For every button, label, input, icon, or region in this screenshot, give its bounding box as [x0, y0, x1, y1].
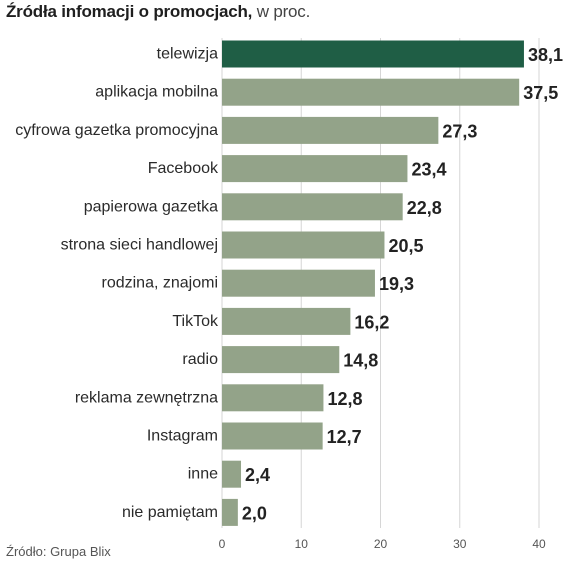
x-tick-label: 30 [453, 537, 467, 551]
x-tick-label: 20 [374, 537, 388, 551]
value-label: 23,4 [411, 160, 446, 180]
x-axis-ticks: 0 10 20 30 40 [219, 537, 546, 551]
bar [222, 422, 323, 450]
bar [222, 307, 351, 335]
category-label: Instagram [147, 428, 218, 445]
category-label: cyfrowa gazetka promocyjna [15, 122, 218, 139]
value-label: 12,8 [327, 389, 362, 409]
source-note: Źródło: Grupa Blix [6, 544, 111, 559]
category-label: rodzina, znajomi [102, 275, 219, 292]
value-label: 37,5 [523, 83, 558, 103]
bar [222, 40, 524, 68]
value-labels: 38,1 37,5 27,3 23,4 22,8 20,5 19,3 16,2 14,8 12,8… [242, 45, 563, 523]
bar [222, 346, 340, 374]
chart-title-unit: w proc. [252, 2, 311, 21]
category-label: telewizja [157, 46, 218, 63]
bar [222, 384, 324, 412]
category-label: aplikacja mobilna [95, 84, 218, 101]
category-label: TikTok [172, 313, 219, 330]
bar [222, 116, 439, 144]
bar [222, 231, 385, 259]
value-label: 16,2 [354, 312, 389, 332]
value-label: 27,3 [442, 121, 477, 141]
category-label: Facebook [148, 160, 219, 177]
bar [222, 155, 408, 183]
value-label: 20,5 [388, 236, 423, 256]
bar [222, 193, 403, 221]
category-label: inne [188, 466, 218, 483]
value-label: 14,8 [343, 351, 378, 371]
x-tick-label: 10 [295, 537, 309, 551]
x-tick-label: 0 [219, 537, 226, 551]
category-label: radio [182, 351, 218, 368]
value-label: 2,4 [245, 465, 270, 485]
category-label: nie pamiętam [122, 504, 218, 521]
x-tick-label: 40 [532, 537, 546, 551]
bar [222, 78, 520, 106]
bar [222, 269, 375, 297]
value-label: 22,8 [407, 198, 442, 218]
chart-title-main: Źródła infomacji o promocjach, [6, 2, 253, 21]
value-label: 38,1 [528, 45, 563, 65]
value-label: 12,7 [327, 427, 362, 447]
bar [222, 498, 238, 526]
value-label: 2,0 [242, 503, 267, 523]
chart-title: Źródła infomacji o promocjach, w proc. [6, 2, 310, 22]
value-label: 19,3 [379, 274, 414, 294]
category-labels: telewizja aplikacja mobilna cyfrowa gazetk… [15, 46, 219, 521]
category-label: strona sieci handlowej [61, 237, 218, 254]
category-label: reklama zewnętrzna [75, 389, 218, 406]
category-label: papierowa gazetka [84, 198, 218, 215]
bars [222, 40, 524, 526]
bar [222, 460, 242, 488]
